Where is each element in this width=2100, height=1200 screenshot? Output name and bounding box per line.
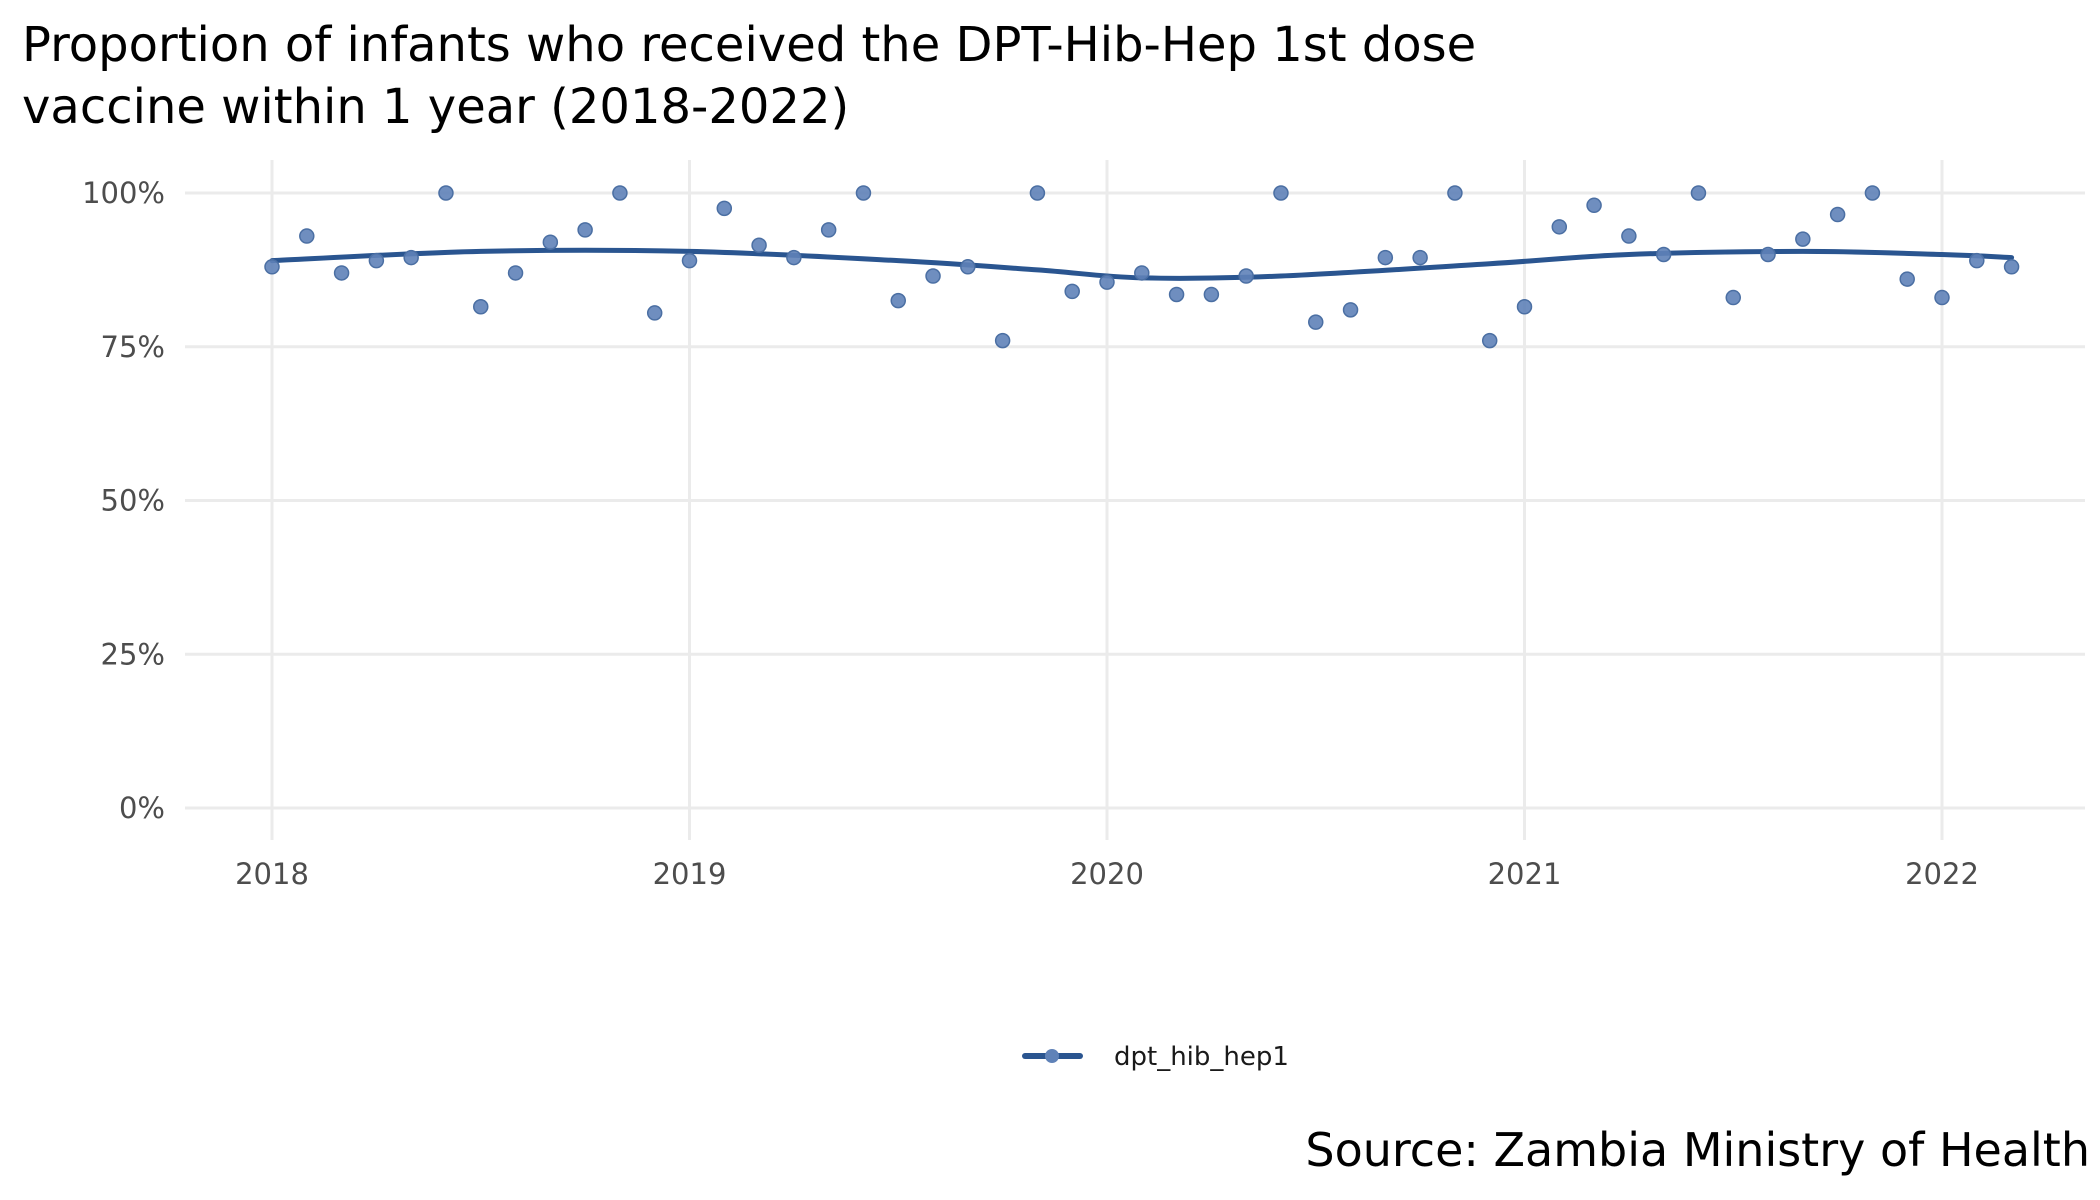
- data-point: [1273, 185, 1289, 201]
- data-point: [855, 185, 872, 201]
- data-point: [716, 200, 733, 217]
- data-point: [1621, 228, 1637, 244]
- data-point: [786, 249, 802, 266]
- data-point: [299, 228, 315, 244]
- data-point: [438, 185, 454, 201]
- data-point: [1725, 289, 1741, 306]
- chart-title-line-1: Proportion of infants who received the D…: [22, 17, 1477, 73]
- source-caption: Source: Zambia Ministry of Health: [1305, 1123, 2090, 1177]
- x-tick-label: 2019: [653, 857, 727, 891]
- data-point: [1447, 185, 1463, 201]
- data-point: [890, 292, 906, 309]
- data-point: [1342, 302, 1359, 318]
- data-point: [403, 249, 419, 266]
- data-point: [577, 222, 593, 238]
- legend: dpt_hib_hep1: [1022, 1042, 1289, 1072]
- data-point: [960, 259, 976, 275]
- data-point: [1064, 283, 1080, 300]
- data-point: [333, 265, 350, 281]
- smooth-trend-line: [269, 247, 2015, 281]
- x-tick-label: 2022: [1905, 857, 1979, 891]
- data-point: [1586, 197, 1602, 214]
- data-point: [2003, 259, 2020, 275]
- chart-title-line-2: vaccine within 1 year (2018-2022): [22, 79, 850, 135]
- data-point: [1760, 246, 1776, 263]
- data-point: [1551, 219, 1568, 235]
- y-tick-label: 0%: [119, 791, 165, 825]
- data-point: [612, 185, 628, 201]
- data-point: [820, 222, 837, 238]
- data-point: [507, 265, 524, 281]
- data-point: [1481, 332, 1498, 349]
- x-axis-tick-labels: 2018 2019 2020 2021 2022: [235, 857, 1979, 891]
- data-point: [1134, 265, 1150, 281]
- y-tick-label: 75%: [101, 330, 165, 364]
- data-point: [264, 259, 280, 275]
- data-point: [1690, 185, 1707, 201]
- data-point: [1864, 185, 1881, 201]
- data-point: [1377, 249, 1394, 266]
- data-point: [994, 332, 1011, 349]
- smooth-trend-line-group: [269, 247, 2015, 281]
- data-point: [1029, 185, 1046, 201]
- data-point: [368, 252, 385, 269]
- x-tick-label: 2021: [1488, 857, 1562, 891]
- legend-label-dpt-hib-hep1: dpt_hib_hep1: [1114, 1042, 1289, 1072]
- y-tick-label: 100%: [82, 176, 165, 210]
- data-point: [1934, 289, 1950, 306]
- data-point: [1203, 286, 1220, 303]
- data-point: [681, 252, 698, 269]
- y-tick-label: 25%: [101, 637, 165, 671]
- x-tick-label: 2020: [1070, 857, 1144, 891]
- data-point: [473, 299, 489, 315]
- grid-lines: [185, 160, 2085, 840]
- data-point: [1899, 271, 1915, 287]
- data-point: [1795, 231, 1811, 247]
- data-point: [646, 305, 663, 321]
- y-tick-label: 50%: [101, 484, 165, 518]
- data-point: [1308, 314, 1324, 330]
- legend-key-point: [1045, 1049, 1059, 1063]
- data-point: [751, 237, 767, 254]
- chart-title: Proportion of infants who received the D…: [22, 14, 1622, 138]
- data-point: [1412, 249, 1428, 266]
- data-point: [925, 268, 941, 284]
- data-points: [264, 185, 2020, 349]
- data-point: [1099, 274, 1115, 290]
- data-point: [1829, 206, 1846, 223]
- data-point: [542, 234, 559, 250]
- y-axis-tick-labels: 0% 25% 50% 75% 100%: [82, 176, 165, 825]
- data-point: [1168, 286, 1185, 303]
- data-point: [1516, 299, 1533, 315]
- data-point: [1238, 268, 1254, 284]
- data-point: [1969, 252, 1985, 269]
- x-tick-label: 2018: [235, 857, 309, 891]
- data-point: [1655, 246, 1672, 263]
